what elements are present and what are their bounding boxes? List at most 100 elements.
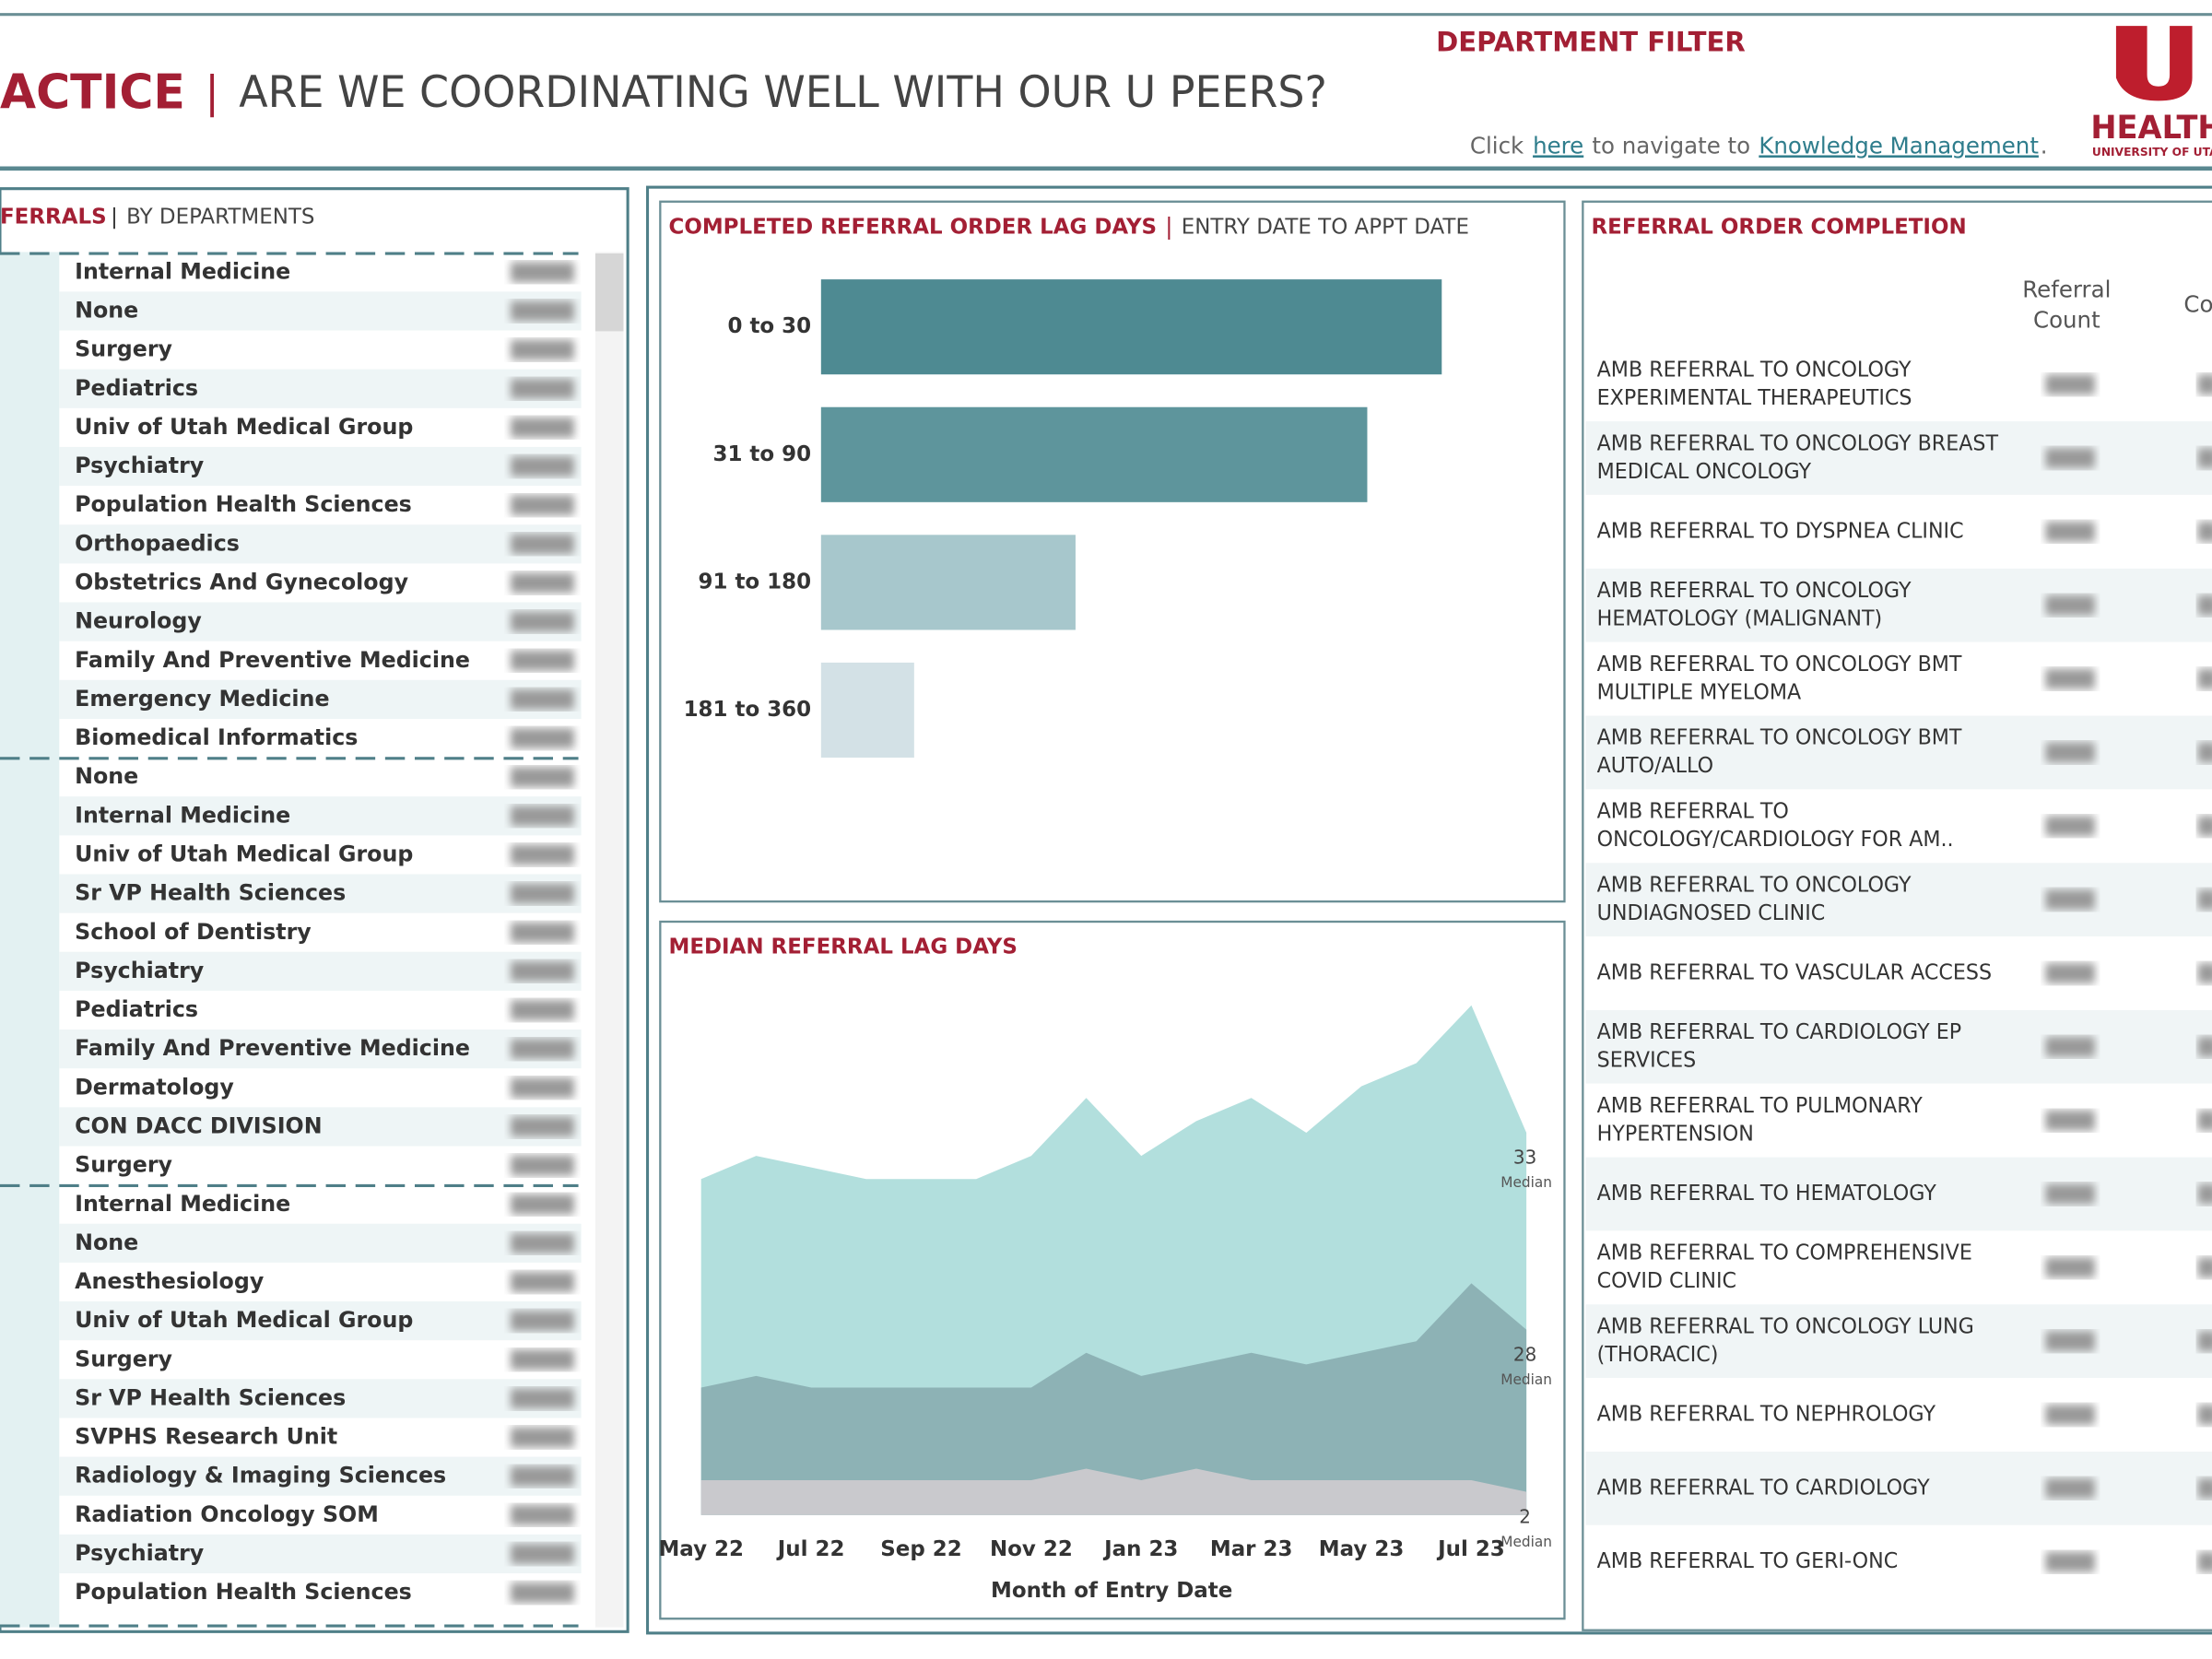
department-name[interactable]: Obstetrics And Gynecology: [75, 569, 408, 594]
department-name[interactable]: School of Dentistry: [75, 919, 312, 945]
scroll-track[interactable]: [594, 252, 624, 1628]
redacted-value: [2197, 594, 2212, 616]
row-label[interactable]: AMB REFERRAL TO ONCOLOGY: [1597, 358, 1912, 382]
department-name[interactable]: Radiology & Imaging Sciences: [75, 1463, 446, 1488]
row-label[interactable]: AMB REFERRAL TO CARDIOLOGY EP: [1597, 1020, 1961, 1044]
nav-link[interactable]: here: [1533, 132, 1583, 159]
row-label[interactable]: AMB REFERRAL TO COMPREHENSIVE: [1597, 1241, 1972, 1265]
redacted-value: [511, 1583, 574, 1604]
row-label[interactable]: SERVICES: [1597, 1048, 1697, 1072]
department-name[interactable]: Univ of Utah Medical Group: [75, 414, 413, 440]
department-name[interactable]: Population Health Sciences: [75, 1579, 412, 1605]
row-band: [59, 1456, 582, 1496]
department-name[interactable]: Psychiatry: [75, 453, 205, 478]
department-name[interactable]: Internal Medicine: [75, 1191, 290, 1217]
department-name[interactable]: None: [75, 1230, 138, 1255]
panel-title: FERRALS: [0, 204, 107, 229]
department-name[interactable]: Population Health Sciences: [75, 491, 412, 517]
department-name[interactable]: None: [75, 297, 138, 323]
row-label[interactable]: ONCOLOGY/CARDIOLOGY FOR AM..: [1597, 828, 1954, 852]
department-name[interactable]: Internal Medicine: [75, 258, 290, 284]
row-label[interactable]: COVID CLINIC: [1597, 1269, 1736, 1293]
bar[interactable]: [820, 406, 1368, 502]
redacted-value: [511, 300, 574, 322]
x-axis-label: Month of Entry Date: [991, 1578, 1232, 1603]
redacted-value: [2197, 1477, 2212, 1499]
department-name[interactable]: Surgery: [75, 1151, 172, 1177]
row-band: [59, 1223, 582, 1263]
logo-sub: UNIVERSITY OF UTAH: [2092, 146, 2212, 159]
department-name[interactable]: Dermatology: [75, 1074, 234, 1100]
row-label[interactable]: AMB REFERRAL TO: [1597, 799, 1789, 823]
department-name[interactable]: Pediatrics: [75, 996, 198, 1022]
row-band: [59, 874, 582, 913]
department-name[interactable]: Family And Preventive Medicine: [75, 1035, 470, 1061]
row-label[interactable]: AMB REFERRAL TO GERI-ONC: [1597, 1549, 1899, 1573]
row-label[interactable]: AMB REFERRAL TO ONCOLOGY: [1597, 873, 1912, 897]
department-name[interactable]: Neurology: [75, 607, 202, 633]
nav-link[interactable]: Knowledge Management: [1759, 132, 2039, 159]
department-name[interactable]: Biomedical Informatics: [75, 724, 358, 750]
redacted-value: [2045, 963, 2095, 983]
department-name[interactable]: CON DACC DIVISION: [75, 1112, 322, 1138]
title-prefix: ACTICE: [0, 65, 185, 121]
row-label[interactable]: MULTIPLE MYELOMA: [1597, 680, 1802, 704]
department-name[interactable]: Univ of Utah Medical Group: [75, 1307, 413, 1333]
y-tick-label: 181 to 360: [684, 697, 812, 722]
bar[interactable]: [820, 279, 1442, 375]
redacted-value: [511, 378, 574, 399]
row-label[interactable]: AMB REFERRAL TO ONCOLOGY LUNG: [1597, 1314, 1974, 1338]
redacted-value: [511, 572, 574, 594]
department-name[interactable]: None: [75, 763, 138, 789]
row-label[interactable]: AMB REFERRAL TO DYSPNEA CLINIC: [1597, 519, 1964, 543]
row-label[interactable]: AMB REFERRAL TO ONCOLOGY BMT: [1597, 653, 1962, 677]
row-label[interactable]: MEDICAL ONCOLOGY: [1597, 460, 1812, 484]
department-name[interactable]: Univ of Utah Medical Group: [75, 841, 413, 866]
end-note: Median: [1500, 1371, 1552, 1388]
row-label[interactable]: AMB REFERRAL TO ONCOLOGY BMT: [1597, 726, 1962, 750]
redacted-value: [2045, 1477, 2095, 1499]
row-label[interactable]: HYPERTENSION: [1597, 1122, 1754, 1146]
department-name[interactable]: Psychiatry: [75, 1540, 205, 1566]
redacted-value: [2045, 1183, 2095, 1205]
scroll-thumb[interactable]: [594, 253, 624, 332]
department-name[interactable]: Family And Preventive Medicine: [75, 647, 470, 673]
row-label[interactable]: AMB REFERRAL TO PULMONARY: [1597, 1094, 1923, 1118]
department-name[interactable]: Psychiatry: [75, 958, 205, 983]
redacted-value: [2197, 1036, 2212, 1057]
bar[interactable]: [820, 662, 914, 759]
row-label[interactable]: AUTO/ALLO: [1597, 754, 1713, 778]
row-label[interactable]: AMB REFERRAL TO CARDIOLOGY: [1597, 1476, 1930, 1500]
row-band: [1585, 1452, 2212, 1525]
area[interactable]: [700, 1283, 1527, 1515]
row-label[interactable]: AMB REFERRAL TO NEPHROLOGY: [1597, 1402, 1936, 1426]
row-label[interactable]: HEMATOLOGY (MALIGNANT): [1597, 606, 1883, 630]
row-label[interactable]: AMB REFERRAL TO ONCOLOGY: [1597, 579, 1912, 603]
row-band: [59, 369, 582, 408]
row-label[interactable]: (THORACIC): [1597, 1343, 1719, 1367]
department-name[interactable]: Surgery: [75, 1346, 172, 1371]
row-label[interactable]: AMB REFERRAL TO HEMATOLOGY: [1597, 1182, 1936, 1206]
redacted-value: [511, 495, 574, 516]
department-name[interactable]: Surgery: [75, 335, 172, 361]
redacted-value: [2197, 374, 2212, 395]
area[interactable]: [700, 1468, 1527, 1515]
department-name[interactable]: SVPHS Research Unit: [75, 1423, 337, 1449]
department-name[interactable]: Internal Medicine: [75, 802, 290, 828]
row-label[interactable]: EXPERIMENTAL THERAPEUTICS: [1597, 386, 1912, 410]
redacted-value: [2045, 742, 2095, 763]
row-label[interactable]: AMB REFERRAL TO ONCOLOGY BREAST: [1597, 431, 1999, 455]
department-name[interactable]: Emergency Medicine: [75, 686, 329, 712]
department-name[interactable]: Sr VP Health Sciences: [75, 879, 346, 905]
bar[interactable]: [820, 535, 1076, 630]
department-name[interactable]: Sr VP Health Sciences: [75, 1384, 346, 1410]
department-name[interactable]: Orthopaedics: [75, 530, 240, 556]
redacted-value: [2045, 668, 2095, 689]
logo-mark: [2115, 26, 2193, 101]
department-name[interactable]: Radiation Oncology SOM: [75, 1501, 379, 1527]
department-name[interactable]: Anesthesiology: [75, 1268, 265, 1294]
row-label[interactable]: UNDIAGNOSED CLINIC: [1597, 901, 1826, 925]
row-label[interactable]: AMB REFERRAL TO VASCULAR ACCESS: [1597, 960, 1992, 984]
redacted-value: [511, 883, 574, 904]
department-name[interactable]: Pediatrics: [75, 375, 198, 401]
